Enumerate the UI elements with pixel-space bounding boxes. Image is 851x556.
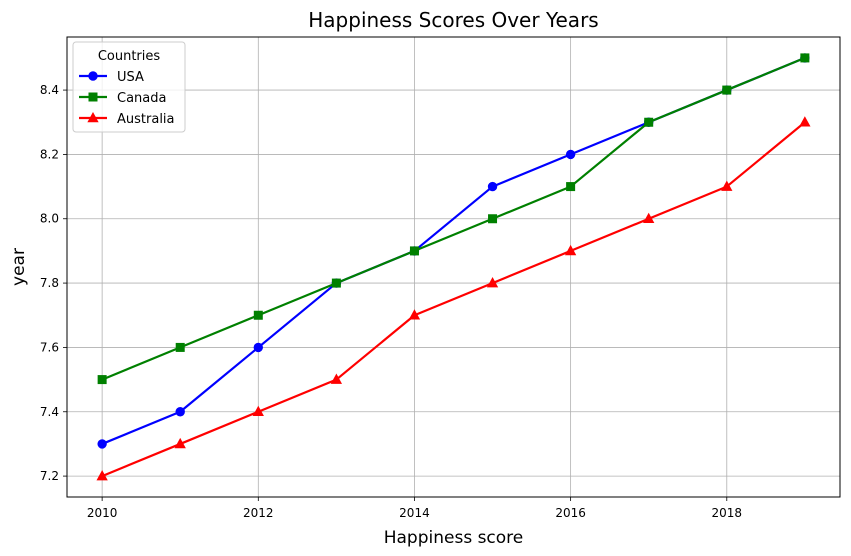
- legend-marker: [87, 111, 99, 123]
- series-line: [101, 56, 806, 381]
- data-point: [252, 405, 264, 417]
- data-point: [644, 117, 654, 127]
- series-line: [101, 121, 806, 478]
- y-tick-label: 7.8: [40, 276, 59, 290]
- x-axis-title: Happiness score: [384, 528, 524, 548]
- axis-ticks: 2010 2012 2014 2016 2018 7.2 7.4 7.6 7.8 8.0 8.2 8.…: [40, 83, 742, 520]
- legend-label: USA: [117, 70, 144, 85]
- y-tick-label: 8.2: [40, 147, 59, 161]
- chart-title: Happiness Scores Over Years: [308, 8, 598, 32]
- x-tick-label: 2012: [243, 506, 274, 520]
- legend: Countries USA Canada Australia: [72, 41, 186, 133]
- legend-item-usa: USA: [79, 70, 144, 85]
- data-point: [565, 149, 576, 160]
- data-point: [409, 246, 419, 256]
- legend-box: [72, 41, 186, 133]
- data-point: [566, 182, 576, 192]
- data-point: [722, 85, 732, 95]
- data-point: [253, 342, 263, 353]
- data-point: [97, 439, 107, 449]
- data-point: [800, 53, 810, 63]
- x-tick-label: 2016: [555, 506, 586, 520]
- data-point: [175, 407, 185, 417]
- data-point: [799, 116, 811, 127]
- y-tick-label: 8.4: [40, 83, 59, 97]
- legend-marker: [88, 92, 98, 102]
- data-point: [97, 375, 107, 385]
- data-point: [331, 278, 341, 288]
- y-tick-label: 7.4: [40, 405, 59, 419]
- data-point: [96, 470, 108, 481]
- y-tick-label: 7.6: [40, 340, 59, 354]
- legend-items: USA Canada Australia: [79, 70, 175, 127]
- legend-label: Australia: [117, 112, 175, 127]
- x-tick-label: 2014: [399, 506, 430, 520]
- plot-frame: [66, 36, 841, 498]
- data-point: [564, 244, 577, 256]
- series-australia: [96, 116, 811, 481]
- data-point: [643, 212, 655, 224]
- legend-label: Canada: [117, 91, 166, 106]
- series-lines: [96, 53, 811, 481]
- legend-title: Countries: [98, 49, 161, 64]
- data-point: [486, 277, 499, 288]
- y-axis-title: year: [9, 248, 29, 286]
- legend-marker: [88, 71, 98, 81]
- data-point: [174, 437, 186, 449]
- data-point: [721, 180, 733, 191]
- legend-item-canada: Canada: [79, 91, 166, 106]
- series-canada: [97, 53, 810, 385]
- y-tick-label: 8.0: [40, 212, 59, 226]
- x-tick-label: 2018: [712, 506, 743, 520]
- legend-item-australia: Australia: [79, 111, 175, 127]
- data-point: [175, 342, 185, 352]
- data-point: [408, 309, 421, 320]
- y-tick-label: 7.2: [40, 469, 59, 483]
- data-point: [330, 373, 343, 384]
- data-point: [487, 181, 498, 192]
- x-tick-label: 2010: [87, 506, 118, 520]
- data-point: [253, 310, 263, 320]
- data-point: [488, 214, 498, 224]
